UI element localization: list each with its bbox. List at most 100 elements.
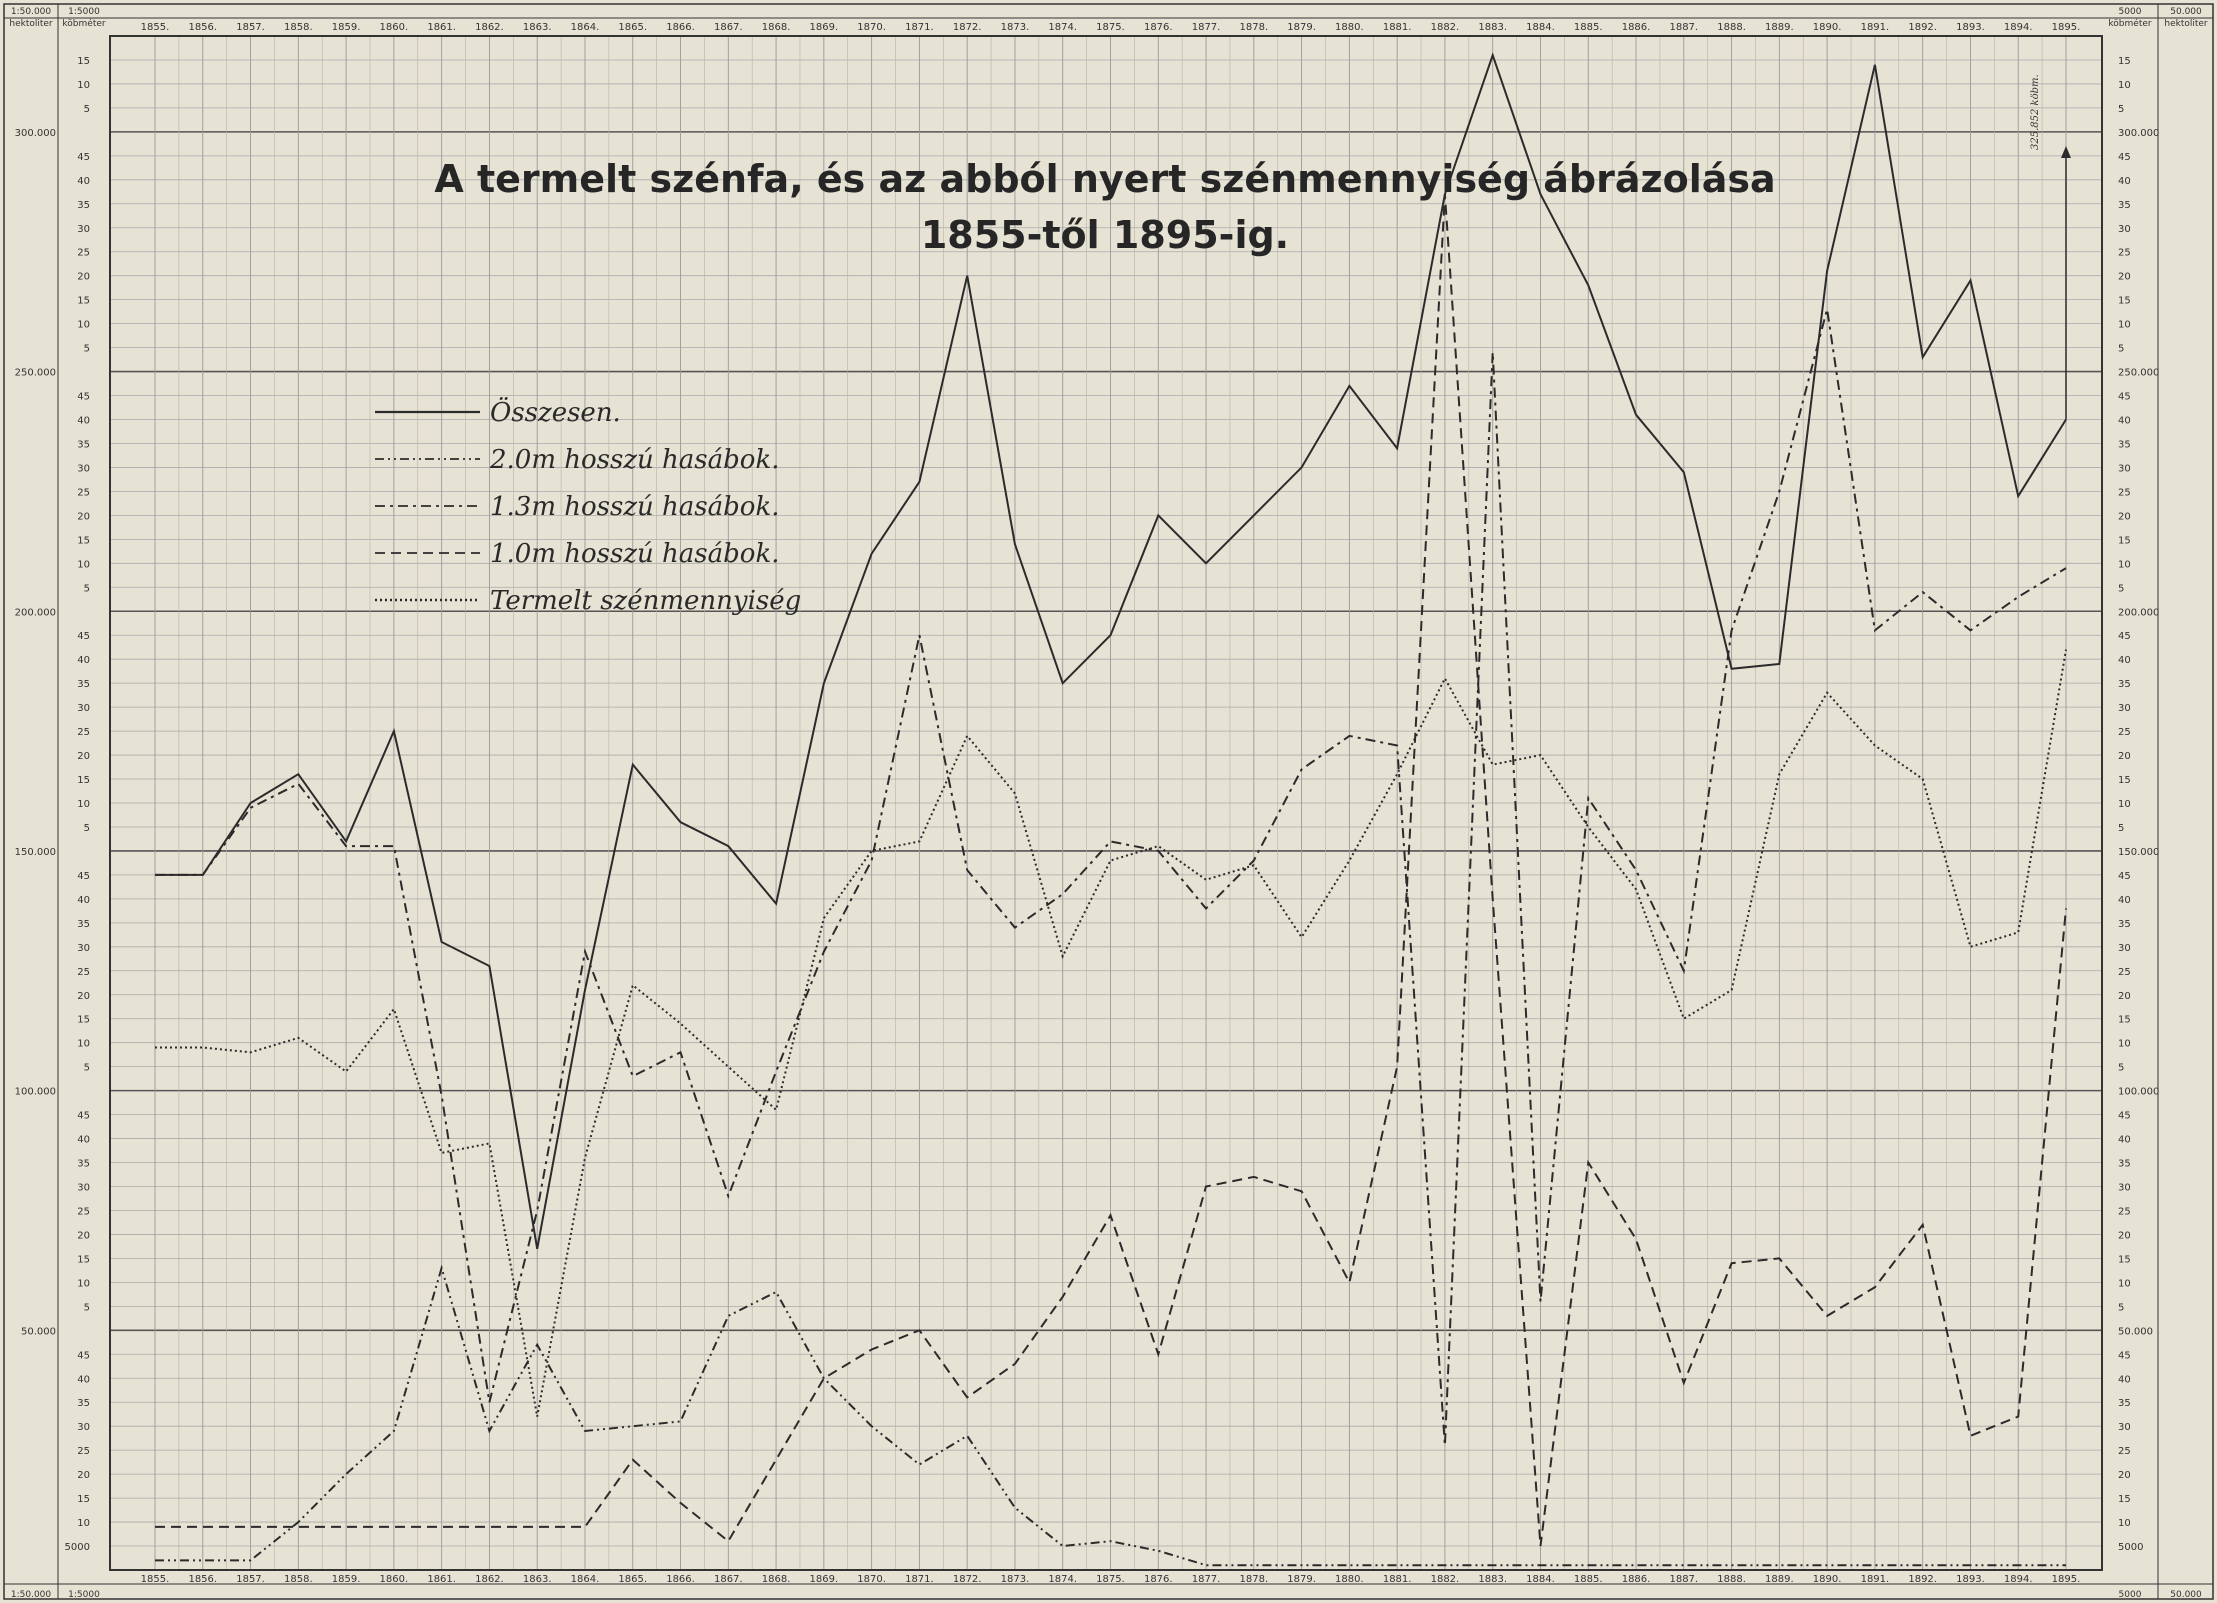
- x-tick-label: 1894.: [2004, 22, 2033, 33]
- x-tick-label: 1877.: [1192, 22, 1221, 33]
- series-line-5: [155, 649, 2067, 1417]
- y-tick-label-right: 10: [2118, 80, 2131, 91]
- x-tick-label: 1861.: [427, 22, 456, 33]
- x-tick-label: 1875.: [1096, 1574, 1125, 1585]
- y-tick-label-left: 20: [77, 272, 90, 283]
- y-tick-label-right: 20: [2118, 511, 2131, 522]
- legend-label: Összesen.: [490, 396, 621, 428]
- y-tick-label-right: 10: [2118, 1278, 2131, 1289]
- x-tick-label: 1889.: [1765, 1574, 1794, 1585]
- x-tick-label: 1862.: [475, 1574, 504, 1585]
- y-tick-label-right: 25: [2118, 1446, 2131, 1457]
- y-tick-label-right: 45: [2118, 631, 2131, 642]
- y-tick-label-left: 15: [77, 296, 90, 307]
- x-tick-label: 1875.: [1096, 22, 1125, 33]
- y-tick-label-left: 15: [77, 1254, 90, 1265]
- x-tick-label: 1865.: [618, 22, 647, 33]
- y-tick-label-left: 15: [77, 775, 90, 786]
- y-tick-label-left: 10: [77, 799, 90, 810]
- y-tick-label-left: 30: [77, 463, 90, 474]
- series-line-2: [155, 1264, 2066, 1567]
- y-tick-label-right: 5000: [2118, 1542, 2143, 1553]
- x-tick-label: 1894.: [2004, 1574, 2033, 1585]
- x-tick-label: 1864.: [571, 1574, 600, 1585]
- y-tick-label-right: 15: [2118, 1254, 2131, 1265]
- y-tick-label-right: 300.000: [2118, 128, 2159, 139]
- y-tick-label-left: 250.000: [15, 368, 56, 379]
- chart-subtitle: 1855-től 1895-ig.: [921, 213, 1289, 257]
- y-tick-label-left: 5: [84, 583, 90, 594]
- y-tick-label-left: 20: [77, 751, 90, 762]
- y-tick-label-right: 10: [2118, 320, 2131, 331]
- y-tick-label-right: 35: [2118, 200, 2131, 211]
- y-tick-label-right: 25: [2118, 487, 2131, 498]
- plot-frame: [109, 35, 2103, 1571]
- y-tick-label-right: 40: [2118, 176, 2131, 187]
- y-tick-label-left: 40: [77, 1374, 90, 1385]
- y-tick-label-left: 300.000: [15, 128, 56, 139]
- x-tick-label: 1860.: [380, 1574, 409, 1585]
- y-tick-label-right: 35: [2118, 1398, 2131, 1409]
- footer-unit-label: 5000: [2119, 1590, 2142, 1600]
- y-tick-label-left: 35: [77, 919, 90, 930]
- x-tick-label: 1884.: [1526, 1574, 1555, 1585]
- y-tick-label-right: 45: [2118, 152, 2131, 163]
- x-tick-label: 1892.: [1908, 22, 1937, 33]
- y-tick-label-left: 15: [77, 1015, 90, 1026]
- x-tick-label: 1868.: [762, 1574, 791, 1585]
- x-tick-label: 1870.: [857, 1574, 886, 1585]
- x-tick-label: 1868.: [762, 22, 791, 33]
- x-tick-label: 1893.: [1956, 22, 1985, 33]
- y-tick-label-right: 20: [2118, 1470, 2131, 1481]
- chart-axes: [3, 3, 2214, 1600]
- y-tick-label-right: 30: [2118, 943, 2131, 954]
- y-tick-label-left: 35: [77, 439, 90, 450]
- x-tick-label: 1880.: [1335, 1574, 1364, 1585]
- y-tick-label-left: 40: [77, 1135, 90, 1146]
- y-tick-label-left: 5: [84, 104, 90, 115]
- y-tick-label-right: 25: [2118, 248, 2131, 259]
- y-tick-label-left: 45: [77, 1350, 90, 1361]
- x-tick-label: 1855.: [141, 22, 170, 33]
- x-tick-label: 1863.: [523, 22, 552, 33]
- x-tick-label: 1870.: [857, 22, 886, 33]
- x-tick-label: 1859.: [332, 22, 361, 33]
- x-tick-label: 1876.: [1144, 1574, 1173, 1585]
- y-tick-label-right: 20: [2118, 272, 2131, 283]
- x-tick-label: 1860.: [380, 22, 409, 33]
- y-tick-label-left: 30: [77, 224, 90, 235]
- x-tick-label: 1859.: [332, 1574, 361, 1585]
- x-tick-label: 1883.: [1478, 22, 1507, 33]
- tick-labels: 1855. 1855. 1856. 1856. 1857. 1857. 1858. 1858.…: [9, 7, 2208, 1600]
- y-tick-label-right: 30: [2118, 703, 2131, 714]
- legend-label: 1.3m hosszú hasábok.: [490, 492, 779, 522]
- y-tick-label-right: 35: [2118, 439, 2131, 450]
- x-tick-label: 1884.: [1526, 22, 1555, 33]
- x-tick-label: 1863.: [523, 1574, 552, 1585]
- x-tick-label: 1876.: [1144, 22, 1173, 33]
- y-tick-label-left: 10: [77, 559, 90, 570]
- x-tick-label: 1867.: [714, 1574, 743, 1585]
- annotation-label: 325.852 köbm.: [2030, 74, 2041, 150]
- x-tick-label: 1893.: [1956, 1574, 1985, 1585]
- x-tick-label: 1892.: [1908, 1574, 1937, 1585]
- y-tick-label-left: 15: [77, 1494, 90, 1505]
- y-tick-label-left: 45: [77, 1111, 90, 1122]
- y-tick-label-left: 10: [77, 320, 90, 331]
- y-tick-label-right: 5: [2118, 823, 2124, 834]
- y-tick-label-left: 5000: [65, 1542, 90, 1553]
- y-tick-label-right: 35: [2118, 1159, 2131, 1170]
- y-tick-label-right: 40: [2118, 1374, 2131, 1385]
- x-tick-label: 1888.: [1717, 22, 1746, 33]
- y-tick-label-left: 10: [77, 1518, 90, 1529]
- series-line-1: [155, 52, 2067, 1249]
- y-tick-label-left: 10: [77, 1278, 90, 1289]
- y-tick-label-left: 20: [77, 1230, 90, 1241]
- y-tick-label-right: 40: [2118, 655, 2131, 666]
- y-tick-label-right: 15: [2118, 56, 2131, 67]
- y-tick-label-left: 30: [77, 943, 90, 954]
- y-tick-label-right: 30: [2118, 1183, 2131, 1194]
- y-tick-label-left: 100.000: [15, 1087, 56, 1098]
- x-tick-label: 1887.: [1669, 22, 1698, 33]
- header-unit-label: 1:50.000: [11, 7, 52, 17]
